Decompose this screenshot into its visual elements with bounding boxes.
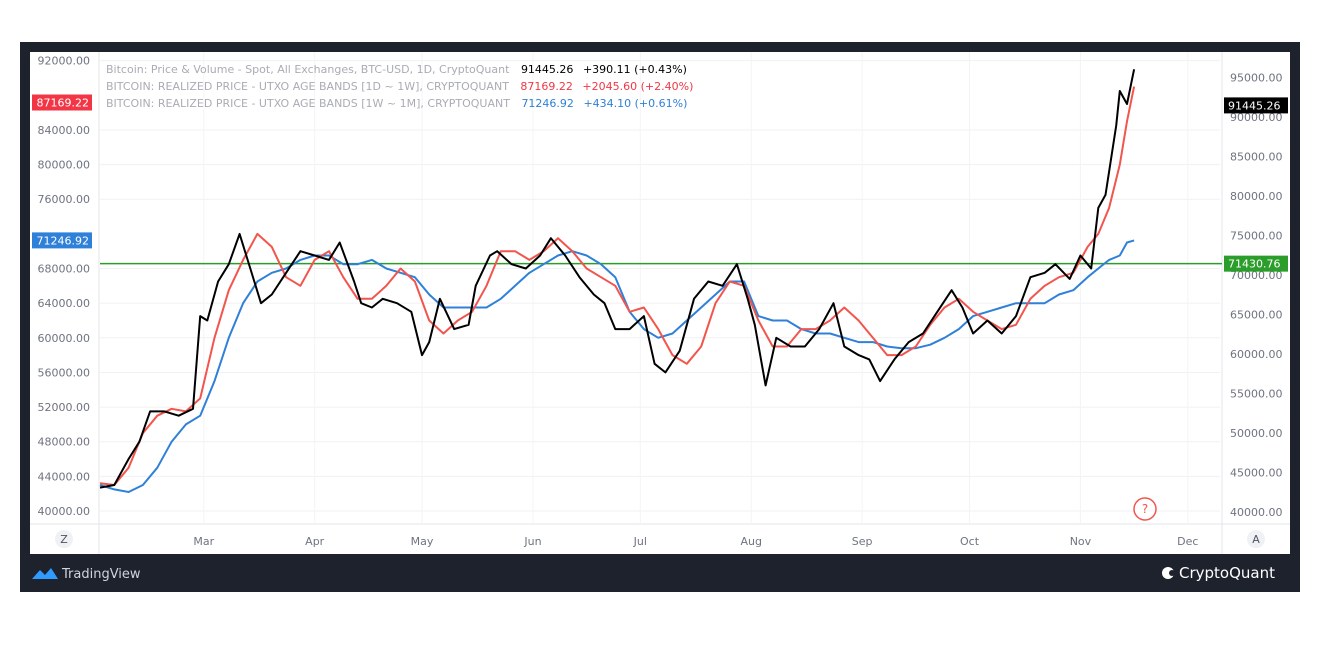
month-tick-label: Jun (523, 535, 541, 548)
month-tick-label: Jul (633, 535, 647, 548)
help-label: ? (1142, 502, 1148, 516)
badge-label-right-green: 71430.76 (1228, 258, 1281, 271)
tradingview-icon (32, 568, 58, 579)
left-tick-label: 84000.00 (38, 124, 91, 137)
cryptoquant-logo[interactable]: CryptoQuant (1162, 564, 1275, 582)
cryptoquant-icon-inner (1169, 570, 1175, 576)
legend-item-band-1w-1m: BITCOIN: REALIZED PRICE - UTXO AGE BANDS… (106, 97, 687, 110)
zoom-left-label: Z (60, 533, 68, 546)
badge-bg-right-green (1224, 255, 1288, 272)
left-price-badge-blue: 71246.92 (32, 232, 92, 249)
left-tick-label: 40000.00 (38, 505, 91, 518)
month-tick-label: Sep (852, 535, 873, 548)
month-tick-label: Dec (1177, 535, 1198, 548)
left-tick-label: 44000.00 (38, 470, 91, 483)
legend: Bitcoin: Price & Volume - Spot, All Exch… (106, 63, 693, 110)
series-line-price (99, 69, 1136, 489)
zoom-left-button[interactable]: Z (55, 530, 73, 548)
legend-band-1d-1w-name: BITCOIN: REALIZED PRICE - UTXO AGE BANDS… (106, 80, 509, 93)
legend-band-1d-1w-value: 87169.22 (520, 80, 573, 93)
legend-band-1w-1m-name: BITCOIN: REALIZED PRICE - UTXO AGE BANDS… (106, 97, 510, 110)
month-tick-label: Apr (305, 535, 325, 548)
left-tick-label: 92000.00 (38, 55, 91, 68)
legend-price-name: Bitcoin: Price & Volume - Spot, All Exch… (106, 63, 510, 76)
month-tick-label: Aug (741, 535, 762, 548)
badge-label-right-black: 91445.26 (1228, 99, 1281, 112)
left-tick-label: 64000.00 (38, 297, 91, 310)
month-tick-label: Nov (1070, 535, 1092, 548)
right-tick-label: 65000.00 (1230, 308, 1283, 321)
right-axis: 40000.00 45000.00 50000.00 55000.00 60000.00… (1230, 71, 1283, 519)
chart-frame: 40000.00 44000.00 48000.00 52000.00 56000.00… (20, 42, 1300, 592)
right-tick-label: 40000.00 (1230, 506, 1283, 519)
left-tick-label: 68000.00 (38, 263, 91, 276)
legend-price-value: 91445.26 (521, 63, 574, 76)
left-price-badge-red: 87169.22 (32, 94, 92, 111)
right-price-badge-green: 71430.76 (1224, 255, 1288, 272)
right-tick-label: 50000.00 (1230, 427, 1283, 440)
legend-price-change: +390.11 (+0.43%) (583, 63, 687, 76)
right-tick-label: 95000.00 (1230, 71, 1283, 84)
right-price-badge-black: 91445.26 (1224, 97, 1288, 114)
badge-label-left-blue: 71246.92 (37, 234, 90, 247)
badge-bg-left-red (32, 94, 92, 111)
right-tick-label: 90000.00 (1230, 111, 1283, 124)
left-tick-label: 48000.00 (38, 436, 91, 449)
zoom-right-button[interactable]: A (1247, 530, 1265, 548)
right-tick-label: 55000.00 (1230, 388, 1283, 401)
series-line-band-1d-1w (99, 86, 1136, 486)
cryptoquant-icon (1162, 567, 1174, 579)
zoom-right-bg (1247, 530, 1265, 548)
cryptoquant-label: CryptoQuant (1179, 564, 1275, 582)
help-button[interactable]: ? (1133, 497, 1157, 521)
right-tick-label: 45000.00 (1230, 467, 1283, 480)
chart: 40000.00 44000.00 48000.00 52000.00 56000.00… (30, 52, 1290, 582)
month-tick-label: Oct (960, 535, 980, 548)
help-circle-icon (1133, 497, 1157, 521)
left-tick-label: 76000.00 (38, 193, 91, 206)
legend-item-price: Bitcoin: Price & Volume - Spot, All Exch… (106, 63, 687, 76)
legend-band-1w-1m-value: 71246.92 (521, 97, 574, 110)
left-axis: 40000.00 44000.00 48000.00 52000.00 56000.00… (38, 55, 91, 518)
left-tick-label: 56000.00 (38, 366, 91, 379)
legend-band-1d-1w-change: +2045.60 (+2.40%) (582, 80, 693, 93)
zoom-left-bg (55, 530, 73, 548)
series-layer (99, 69, 1136, 493)
badge-label-left-red: 87169.22 (37, 96, 90, 109)
right-tick-label: 75000.00 (1230, 229, 1283, 242)
tradingview-logo[interactable]: TradingView (32, 567, 141, 582)
right-tick-label: 60000.00 (1230, 348, 1283, 361)
right-tick-label: 80000.00 (1230, 190, 1283, 203)
badge-bg-left-blue (32, 232, 92, 249)
left-tick-label: 60000.00 (38, 332, 91, 345)
time-axis: Mar Apr May Jun Jul Aug Sep Oct Nov Dec (193, 535, 1198, 548)
badge-bg-right-black (1224, 97, 1288, 114)
right-tick-label: 85000.00 (1230, 150, 1283, 163)
legend-band-1w-1m-change: +434.10 (+0.61%) (583, 97, 687, 110)
month-tick-label: Mar (193, 535, 214, 548)
zoom-right-label: A (1252, 533, 1260, 546)
tradingview-label: TradingView (61, 567, 141, 582)
left-tick-label: 80000.00 (38, 159, 91, 172)
month-tick-label: May (411, 535, 434, 548)
left-tick-label: 52000.00 (38, 401, 91, 414)
right-tick-label: 70000.00 (1230, 269, 1283, 282)
legend-item-band-1d-1w: BITCOIN: REALIZED PRICE - UTXO AGE BANDS… (106, 80, 693, 93)
